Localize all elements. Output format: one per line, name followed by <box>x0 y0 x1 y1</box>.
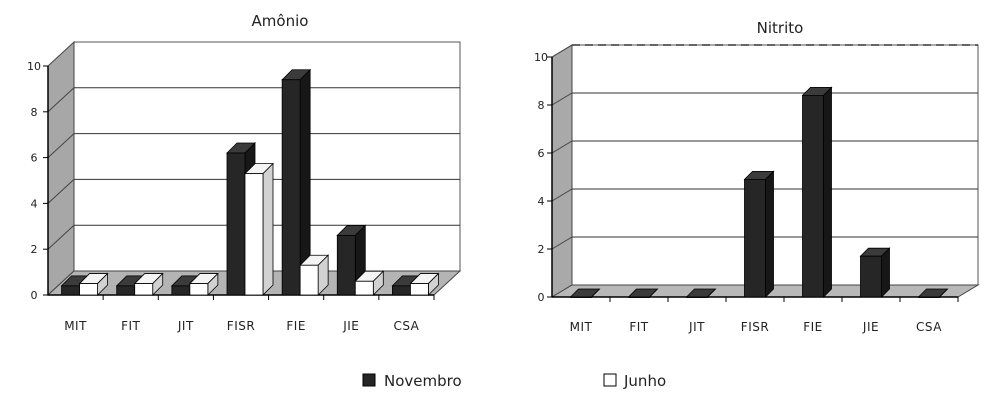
chart-title: Nitrito <box>757 19 804 37</box>
bar-front <box>244 173 264 296</box>
bar-novembro-fit <box>627 288 659 298</box>
x-tick-label: JIE <box>342 319 359 333</box>
x-tick-label: FIT <box>121 319 140 333</box>
bar-side <box>649 288 658 298</box>
x-tick-label: JIT <box>177 319 194 333</box>
gridline-side <box>47 87 75 113</box>
gridline-side <box>551 92 573 106</box>
bar-front <box>336 235 356 296</box>
bar-front <box>570 296 592 298</box>
bar-side <box>707 288 716 298</box>
bar-front <box>802 95 824 298</box>
x-tick-label: MIT <box>570 320 593 334</box>
gridline-side <box>47 224 75 250</box>
bar-junho-csa <box>409 272 440 296</box>
bar-front <box>189 283 209 296</box>
y-tick-label: 8 <box>538 99 545 112</box>
gridline-side <box>551 188 573 202</box>
x-tick-label: CSA <box>393 319 419 333</box>
x-tick-label: FIE <box>803 320 823 334</box>
bar-side <box>591 288 600 298</box>
bar-front <box>281 79 301 296</box>
bar-front <box>354 280 374 296</box>
bar-side <box>881 247 890 298</box>
bar-front <box>744 178 766 298</box>
legend-swatch-novembro <box>362 373 376 387</box>
bar-side <box>939 288 948 298</box>
legend-label-junho: Junho <box>623 372 666 390</box>
gridline-side <box>47 179 75 204</box>
gridline-side <box>551 140 573 154</box>
y-tick-label: 0 <box>31 289 38 302</box>
bar-novembro-csa <box>917 288 949 298</box>
y-tick-label: 10 <box>534 51 548 64</box>
bar-junho-fit <box>133 272 164 296</box>
y-tick-label: 4 <box>538 195 545 208</box>
x-tick-label: JIT <box>688 320 705 334</box>
x-tick-label: JIE <box>862 320 879 334</box>
side-wall <box>551 44 573 298</box>
bars <box>60 68 440 296</box>
bar-front <box>918 296 940 298</box>
gridline-side <box>551 236 573 250</box>
bar-junho-fisr <box>244 162 274 296</box>
bar-novembro-jie <box>859 247 891 298</box>
bar-side <box>262 162 274 296</box>
y-tick-label: 2 <box>538 243 545 256</box>
bar-front <box>134 283 154 296</box>
legend-label-novembro: Novembro <box>384 372 462 390</box>
y-tick-label: 0 <box>538 291 545 304</box>
bar-front <box>860 255 882 298</box>
bar-junho-fie <box>299 254 330 296</box>
bar-junho-jit <box>188 272 219 296</box>
bar-novembro-mit <box>569 288 601 298</box>
x-tick-label: FISR <box>741 320 769 334</box>
legend-swatch-junho <box>603 373 617 387</box>
bar-front <box>392 285 411 296</box>
bar-novembro-fisr <box>743 170 775 298</box>
x-tick-label: FIT <box>629 320 648 334</box>
bar-junho-jie <box>354 270 385 296</box>
bar-front <box>299 264 319 296</box>
y-tick-label: 6 <box>31 152 38 165</box>
bar-side <box>765 170 774 298</box>
bar-novembro-fie <box>281 68 312 296</box>
bar-novembro-jit <box>685 288 717 298</box>
bar-front <box>116 285 136 296</box>
y-tick-label: 8 <box>31 106 38 119</box>
chart-amonio: Amônio 0 2 4 6 8 10 MIT FIT JIT FISR FIE JIE CSA <box>27 12 462 333</box>
legend-item-novembro: Novembro <box>362 372 462 390</box>
back-wall <box>571 44 979 286</box>
bar-novembro-jie <box>336 224 367 296</box>
y-tick-label: 6 <box>538 147 545 160</box>
bar-junho-mit <box>78 272 109 296</box>
bar-front <box>686 296 708 298</box>
y-tick-label: 10 <box>27 60 41 73</box>
chart-title: Amônio <box>252 12 309 30</box>
bar-front <box>79 283 98 296</box>
bar-front <box>226 152 246 296</box>
bars <box>569 86 949 298</box>
gridline-side <box>551 44 573 58</box>
x-tick-label: FISR <box>227 319 255 333</box>
bar-side <box>823 86 832 298</box>
x-tick-label: CSA <box>916 320 942 334</box>
y-tick-label: 4 <box>31 197 38 210</box>
bar-novembro-fie <box>801 86 833 298</box>
chart-nitrito: Nitrito 0 2 4 6 8 10 MIT FIT JIT FISR FIE JIE CSA <box>534 19 980 334</box>
gridline-side <box>47 133 75 158</box>
x-tick-label: FIE <box>286 319 306 333</box>
x-tick-label: MIT <box>64 319 87 333</box>
legend: Novembro Junho <box>362 372 666 390</box>
plot-area <box>550 44 980 298</box>
bar-front <box>628 296 650 298</box>
y-tick-label: 2 <box>31 243 38 256</box>
bar-front <box>171 285 191 296</box>
legend-item-junho: Junho <box>603 372 666 390</box>
bar-front <box>410 283 429 296</box>
bar-front <box>61 285 80 296</box>
side-wall <box>47 40 75 297</box>
